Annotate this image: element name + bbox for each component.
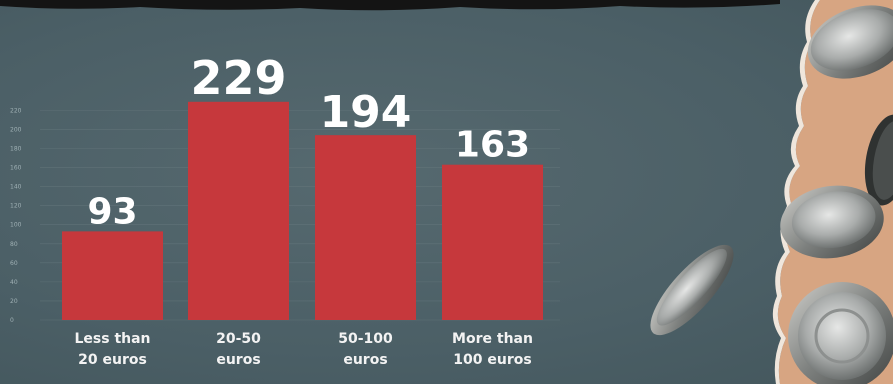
bar [315, 135, 416, 320]
bar-value-label: 229 [190, 51, 286, 105]
y-tick-label: 100 [10, 222, 22, 229]
x-axis-label: 50-100 [338, 331, 393, 347]
bar [442, 164, 543, 320]
euro-coin-icon [788, 282, 893, 384]
euro-coin-icon [650, 244, 734, 336]
y-tick-label: 60 [10, 260, 18, 267]
x-axis-labels: Less than 20 euros 20-50 euros 50-100 euros Mo… [74, 331, 532, 368]
bars [62, 101, 543, 320]
bar-value-label: 194 [320, 87, 412, 138]
x-axis-label: 20 euros [78, 352, 147, 368]
bar [188, 101, 289, 320]
bar [62, 231, 163, 320]
x-axis-label: More than [452, 331, 533, 347]
euro-coin-icon [780, 185, 884, 259]
y-tick-label: 160 [10, 165, 22, 172]
y-tick-label: 120 [10, 203, 22, 210]
x-axis-label: 20-50 [216, 331, 261, 347]
x-axis-label: Less than [74, 331, 150, 347]
euro-coin-icon [864, 114, 893, 206]
x-axis-label: 100 euros [453, 352, 531, 368]
y-tick-label: 180 [10, 145, 22, 152]
y-tick-label: 140 [10, 184, 22, 191]
x-axis-label: euros [216, 352, 260, 368]
y-tick-label: 40 [10, 279, 18, 286]
bar-value-label: 163 [455, 125, 530, 166]
y-axis-ticks: 0 20 40 60 80 100 120 140 160 180 200 220 [10, 107, 22, 324]
y-tick-label: 200 [10, 126, 22, 133]
bar-value-labels: 93 229 194 163 [87, 51, 530, 233]
y-tick-label: 0 [10, 317, 14, 324]
y-tick-label: 20 [10, 298, 18, 305]
euro-coin-icon [807, 5, 893, 79]
x-axis-label: euros [343, 352, 387, 368]
y-tick-label: 220 [10, 107, 22, 114]
bar-value-label: 93 [87, 191, 137, 232]
y-tick-label: 80 [10, 241, 18, 248]
top-ink-band [0, 0, 780, 11]
